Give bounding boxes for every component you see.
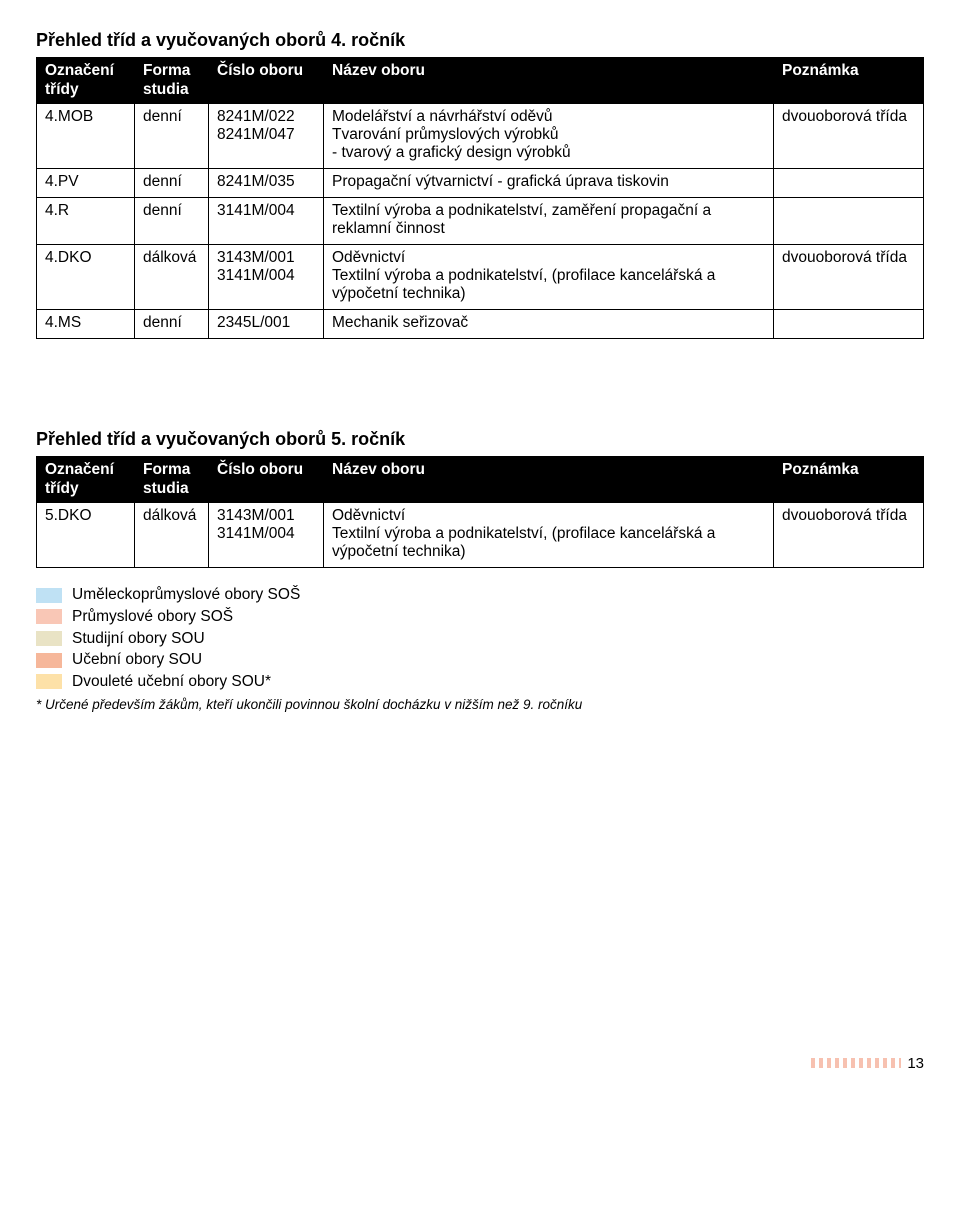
legend-swatch: [36, 653, 62, 668]
legend-item: Průmyslové obory SOŠ: [36, 606, 924, 628]
footer-hatch-icon: [811, 1058, 901, 1068]
table-row: 4.MOBdenní8241M/022 8241M/047Modelářství…: [37, 104, 924, 169]
legend-swatch: [36, 674, 62, 689]
table5-cell-nazev: Oděvnictví Textilní výroba a podnikatels…: [324, 503, 774, 568]
table4-title: Přehled tříd a vyučovaných oborů 4. ročn…: [36, 30, 924, 51]
table5-header-pozn: Poznámka: [774, 457, 924, 503]
table5-cell-cislo: 3143M/001 3141M/004: [209, 503, 324, 568]
legend-label: Uměleckoprůmyslové obory SOŠ: [72, 584, 300, 606]
table4-header-forma: Forma studia: [135, 58, 209, 104]
table4: Označení třídy Forma studia Číslo oboru …: [36, 57, 924, 339]
table4-cell-cislo: 3141M/004: [209, 198, 324, 245]
table4-cell-forma: denní: [135, 198, 209, 245]
table5-cell-pozn: dvouoborová třída: [774, 503, 924, 568]
table4-cell-cislo: 8241M/022 8241M/047: [209, 104, 324, 169]
legend-item: Studijní obory SOU: [36, 628, 924, 650]
table5-header-forma: Forma studia: [135, 457, 209, 503]
table5-header-ozn: Označení třídy: [37, 457, 135, 503]
table-row: 4.MSdenní2345L/001Mechanik seřizovač: [37, 310, 924, 339]
table-row: 5.DKOdálko­vá3143M/001 3141M/004Oděvnict…: [37, 503, 924, 568]
table4-header-ozn: Označení třídy: [37, 58, 135, 104]
table4-header-pozn: Poznámka: [774, 58, 924, 104]
table4-cell-forma: dálko­vá: [135, 245, 209, 310]
legend-label: Dvouleté učební obory SOU*: [72, 671, 271, 693]
legend-footnote: * Určené především žákům, kteří ukončili…: [36, 697, 924, 712]
table4-body: 4.MOBdenní8241M/022 8241M/047Modelářství…: [37, 104, 924, 339]
table5-header-row: Označení třídy Forma studia Číslo oboru …: [37, 457, 924, 503]
table5-header-nazev: Název oboru: [324, 457, 774, 503]
table4-cell-forma: denní: [135, 169, 209, 198]
table4-cell-forma: denní: [135, 104, 209, 169]
table4-cell-pozn: dvouoborová třída: [774, 104, 924, 169]
legend-swatch: [36, 609, 62, 624]
table5-cell-ozn: 5.DKO: [37, 503, 135, 568]
table4-cell-ozn: 4.R: [37, 198, 135, 245]
table4-header-nazev: Název oboru: [324, 58, 774, 104]
legend: Uměleckoprůmyslové obory SOŠPrůmyslové o…: [36, 584, 924, 692]
table-row: 4.PVdenní8241M/035Propagační výtvarnictv…: [37, 169, 924, 198]
table4-cell-nazev: Modelářství a návrhářství oděvů Tvarován…: [324, 104, 774, 169]
legend-label: Studijní obory SOU: [72, 628, 205, 650]
table5-body: 5.DKOdálko­vá3143M/001 3141M/004Oděvnict…: [37, 503, 924, 568]
legend-swatch: [36, 631, 62, 646]
page-footer: 13: [36, 1032, 924, 1072]
page-number: 13: [907, 1055, 924, 1072]
table4-header-row: Označení třídy Forma studia Číslo oboru …: [37, 58, 924, 104]
legend-item: Učební obory SOU: [36, 649, 924, 671]
table-row: 4.Rdenní3141M/004Textilní výroba a podni…: [37, 198, 924, 245]
table4-cell-nazev: Oděvnictví Textilní výroba a podnikatels…: [324, 245, 774, 310]
table5-cell-forma: dálko­vá: [135, 503, 209, 568]
table4-cell-cislo: 3143M/001 3141M/004: [209, 245, 324, 310]
legend-item: Uměleckoprůmyslové obory SOŠ: [36, 584, 924, 606]
table4-cell-ozn: 4.DKO: [37, 245, 135, 310]
table5-title: Přehled tříd a vyučovaných oborů 5. ročn…: [36, 429, 924, 450]
table4-cell-cislo: 2345L/001: [209, 310, 324, 339]
table4-cell-nazev: Mechanik seřizovač: [324, 310, 774, 339]
table4-cell-forma: denní: [135, 310, 209, 339]
table4-cell-ozn: 4.MOB: [37, 104, 135, 169]
table4-cell-pozn: [774, 198, 924, 245]
legend-label: Průmyslové obory SOŠ: [72, 606, 233, 628]
legend-swatch: [36, 588, 62, 603]
table4-cell-pozn: dvouoborová třída: [774, 245, 924, 310]
table4-cell-cislo: 8241M/035: [209, 169, 324, 198]
legend-label: Učební obory SOU: [72, 649, 202, 671]
table4-cell-nazev: Propagační výtvarnictví - grafická úprav…: [324, 169, 774, 198]
table4-cell-ozn: 4.PV: [37, 169, 135, 198]
table4-cell-pozn: [774, 169, 924, 198]
table5-header-cislo: Číslo oboru: [209, 457, 324, 503]
legend-item: Dvouleté učební obory SOU*: [36, 671, 924, 693]
table4-cell-nazev: Textilní výroba a podnikatelství, zaměře…: [324, 198, 774, 245]
table5: Označení třídy Forma studia Číslo oboru …: [36, 456, 924, 568]
table-row: 4.DKOdálko­vá3143M/001 3141M/004Oděvnict…: [37, 245, 924, 310]
table4-header-cislo: Číslo oboru: [209, 58, 324, 104]
table4-cell-ozn: 4.MS: [37, 310, 135, 339]
table4-cell-pozn: [774, 310, 924, 339]
